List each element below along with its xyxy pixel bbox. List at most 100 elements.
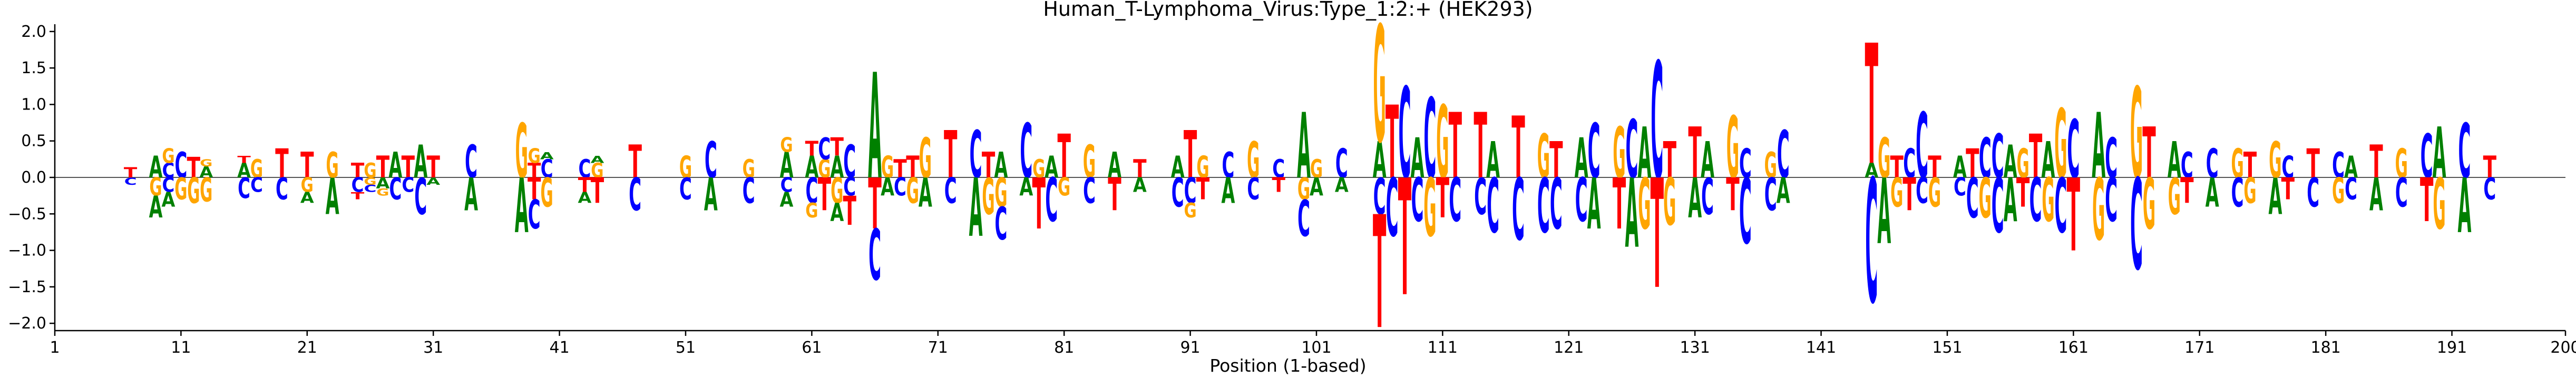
x-tick-label: 51: [676, 339, 696, 357]
logo-letter-C: C: [1083, 171, 1096, 212]
logo-column: GT: [2016, 141, 2030, 216]
logo-letter-A: A: [1587, 164, 1601, 245]
logo-letter-C: C: [629, 169, 641, 221]
logo-column: CA: [1335, 141, 1349, 197]
logo-letter-G: G: [301, 174, 314, 197]
logo-letter-G: G: [149, 173, 162, 202]
logo-letter-C: C: [2281, 150, 2294, 184]
logo-letter-A: A: [149, 151, 163, 185]
logo-column: AC: [414, 136, 427, 226]
logo-letter-T: T: [275, 141, 289, 187]
logo-letter-G: G: [174, 172, 187, 207]
logo-letter-G: G: [1537, 122, 1550, 192]
logo-letter-T: T: [831, 133, 844, 162]
logo-letter-C: C: [1992, 163, 2004, 250]
logo-column: GT: [1196, 150, 1210, 206]
logo-column: CG: [1423, 76, 1436, 255]
logo-letter-G: G: [1058, 173, 1070, 202]
logo-letter-G: G: [881, 150, 894, 185]
logo-letter-A: A: [1877, 161, 1891, 265]
logo-letter-A: A: [1777, 171, 1790, 212]
logo-letter-C: C: [2458, 108, 2471, 195]
logo-letter-C: C: [465, 136, 477, 188]
logo-letter-A: A: [2458, 163, 2472, 250]
x-tick-label: 141: [1806, 339, 1836, 357]
logo-column: CT: [2180, 145, 2194, 212]
logo-letter-C: C: [1739, 141, 1752, 187]
logo-column: TG: [1928, 150, 1941, 216]
logo-letter-A: A: [1297, 95, 1311, 199]
logo-letter-G: G: [2269, 131, 2281, 190]
logo-column: CA: [2458, 108, 2472, 250]
logo-letter-A: A: [2344, 151, 2358, 185]
logo-letter-C: C: [1386, 162, 1399, 255]
logo-letter-T: T: [2180, 171, 2194, 212]
logo-letter-A: A: [969, 162, 983, 255]
logo-column: CA: [2206, 141, 2219, 216]
logo-column: GT: [1436, 85, 1450, 231]
logo-letter-A: A: [868, 44, 882, 212]
logo-letter-T: T: [351, 159, 365, 182]
logo-letter-T: T: [2142, 113, 2156, 194]
logo-column: AC: [1701, 131, 1714, 226]
logo-column: CT: [2420, 122, 2434, 235]
logo-letter-G: G: [1764, 145, 1777, 186]
logo-column: CA: [1625, 103, 1639, 270]
x-tick-label: 171: [2184, 339, 2214, 357]
logo-column: GGC: [364, 159, 376, 194]
logo-letter-T: T: [1057, 122, 1071, 192]
logo-letter-C: C: [1954, 172, 1966, 202]
logo-letter-T: T: [1890, 150, 1904, 185]
logo-letter-T: T: [1032, 164, 1046, 245]
chart-title: Human_T-Lymphoma_Virus:Type_1:2:+ (HEK29…: [1043, 0, 1533, 21]
logo-letter-T: T: [1966, 141, 1979, 187]
logo-letter-G: G: [1032, 155, 1045, 184]
y-tick-label: 2.0: [21, 23, 46, 41]
x-tick-label: 181: [2311, 339, 2341, 357]
logo-column: CAG: [540, 151, 554, 216]
logo-letter-C: C: [1474, 167, 1487, 226]
logo-column: AGC: [1297, 95, 1311, 247]
logo-letter-A: A: [300, 190, 314, 207]
logo-letter-A: A: [149, 191, 163, 225]
logo-column: ATC: [868, 44, 882, 296]
logo-letter-C: C: [1172, 170, 1184, 216]
y-tick-label: −0.5: [8, 205, 46, 223]
logo-letter-G: G: [1083, 136, 1096, 188]
logo-column: CA: [704, 131, 718, 222]
logo-letter-C: C: [1903, 141, 1916, 187]
x-tick-label: 61: [802, 339, 822, 357]
logo-letter-T: T: [1511, 98, 1525, 198]
logo-column: AG: [1637, 113, 1651, 245]
logo-letter-T: T: [1449, 94, 1462, 199]
logo-letter-A: A: [1108, 145, 1121, 186]
logo-letter-A: A: [1373, 131, 1387, 190]
logo-letter-G: G: [1310, 155, 1323, 184]
logo-column: TG: [1057, 122, 1071, 202]
logo-letter-G: G: [2231, 141, 2243, 187]
logo-column: AG: [2042, 131, 2055, 236]
logo-column: AC: [2344, 151, 2358, 206]
logo-letter-T: T: [187, 151, 201, 184]
logo-letter-G: G: [1423, 161, 1436, 255]
logo-column: TC: [402, 150, 415, 197]
logo-column: TC: [2029, 122, 2043, 236]
logo-letter-T: T: [402, 150, 415, 185]
y-axis: −2.0 −1.5 −1.0 −0.5 0.0 0.5 1.0 1.5 2.0: [8, 23, 56, 333]
logo-letter-A: A: [1171, 151, 1185, 185]
x-tick-label: 121: [1554, 339, 1584, 357]
logo-letter-G: G: [2168, 168, 2181, 226]
logo-column: TC: [629, 136, 642, 222]
logo-letter-G: G: [591, 159, 603, 183]
logo-letter-G: G: [1184, 200, 1196, 223]
logo-letter-T: T: [1108, 168, 1121, 221]
logo-column: TG: [982, 145, 996, 226]
logo-letter-G: G: [982, 168, 994, 226]
logo-letter-T: T: [1651, 148, 1664, 322]
x-axis: 1 11 21 31 41 51 61 71 81 91 101 111 121 131 141 151 161…: [50, 330, 2576, 357]
logo-column: GA: [1877, 127, 1891, 265]
logo-letter-C: C: [174, 145, 187, 186]
